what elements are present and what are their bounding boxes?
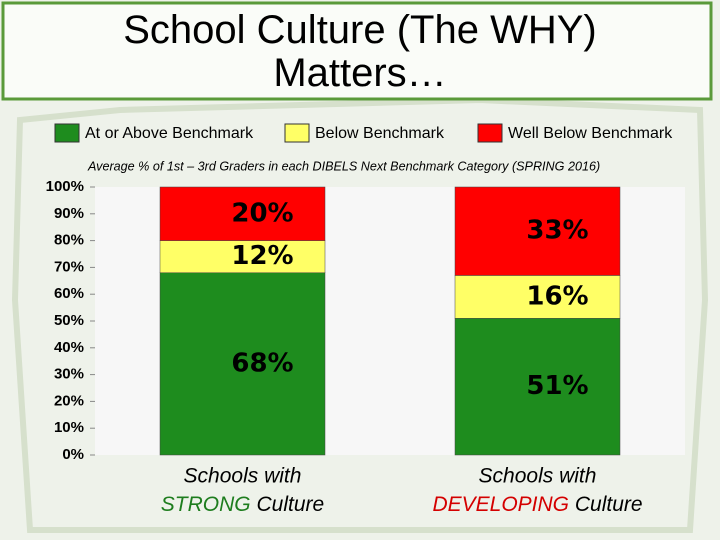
category-highlight: STRONG bbox=[161, 493, 251, 516]
category-tail: Culture bbox=[575, 493, 643, 516]
legend-label: Below Benchmark bbox=[315, 125, 445, 142]
y-tick-label: 70% bbox=[54, 258, 84, 275]
value-label: 51% bbox=[526, 371, 588, 401]
value-label: 20% bbox=[231, 198, 293, 228]
bar-segment bbox=[454, 275, 621, 319]
legend-swatch bbox=[284, 123, 310, 143]
category-label: Schools with bbox=[184, 465, 302, 488]
value-label: 33% bbox=[526, 216, 588, 246]
value-label: 12% bbox=[231, 241, 293, 271]
y-tick-label: 80% bbox=[54, 232, 84, 249]
bar-segment bbox=[454, 318, 621, 456]
bar-segment bbox=[159, 272, 326, 456]
y-tick-label: 10% bbox=[54, 419, 84, 436]
legend-label: Well Below Benchmark bbox=[508, 125, 673, 142]
category-tail: Culture bbox=[256, 493, 324, 516]
legend-label: At or Above Benchmark bbox=[85, 125, 254, 142]
y-tick-label: 50% bbox=[54, 312, 84, 329]
value-label: 68% bbox=[231, 348, 293, 378]
category-label: Schools with bbox=[479, 465, 597, 488]
y-tick-label: 0% bbox=[62, 446, 84, 463]
y-tick-label: 40% bbox=[54, 339, 84, 356]
y-tick-label: 60% bbox=[54, 285, 84, 302]
y-tick-label: 20% bbox=[54, 392, 84, 409]
y-tick-label: 100% bbox=[46, 178, 84, 195]
chart-title: School Culture (The WHY) Matters… bbox=[123, 8, 596, 95]
y-tick-label: 30% bbox=[54, 366, 84, 383]
bar-segment bbox=[159, 186, 326, 241]
category-highlight: DEVELOPING bbox=[432, 493, 569, 516]
map-outline bbox=[11, 96, 709, 533]
category-label: STRONG Culture bbox=[161, 493, 324, 516]
legend-swatch bbox=[477, 123, 503, 143]
value-label: 16% bbox=[526, 281, 588, 311]
title-box bbox=[1, 1, 713, 101]
legend-swatch bbox=[54, 123, 80, 143]
y-tick-label: 90% bbox=[54, 205, 84, 222]
bar-segment bbox=[454, 186, 621, 276]
subtitle: Average % of 1st – 3rd Graders in each D… bbox=[87, 159, 600, 173]
category-label: DEVELOPING Culture bbox=[432, 493, 642, 516]
